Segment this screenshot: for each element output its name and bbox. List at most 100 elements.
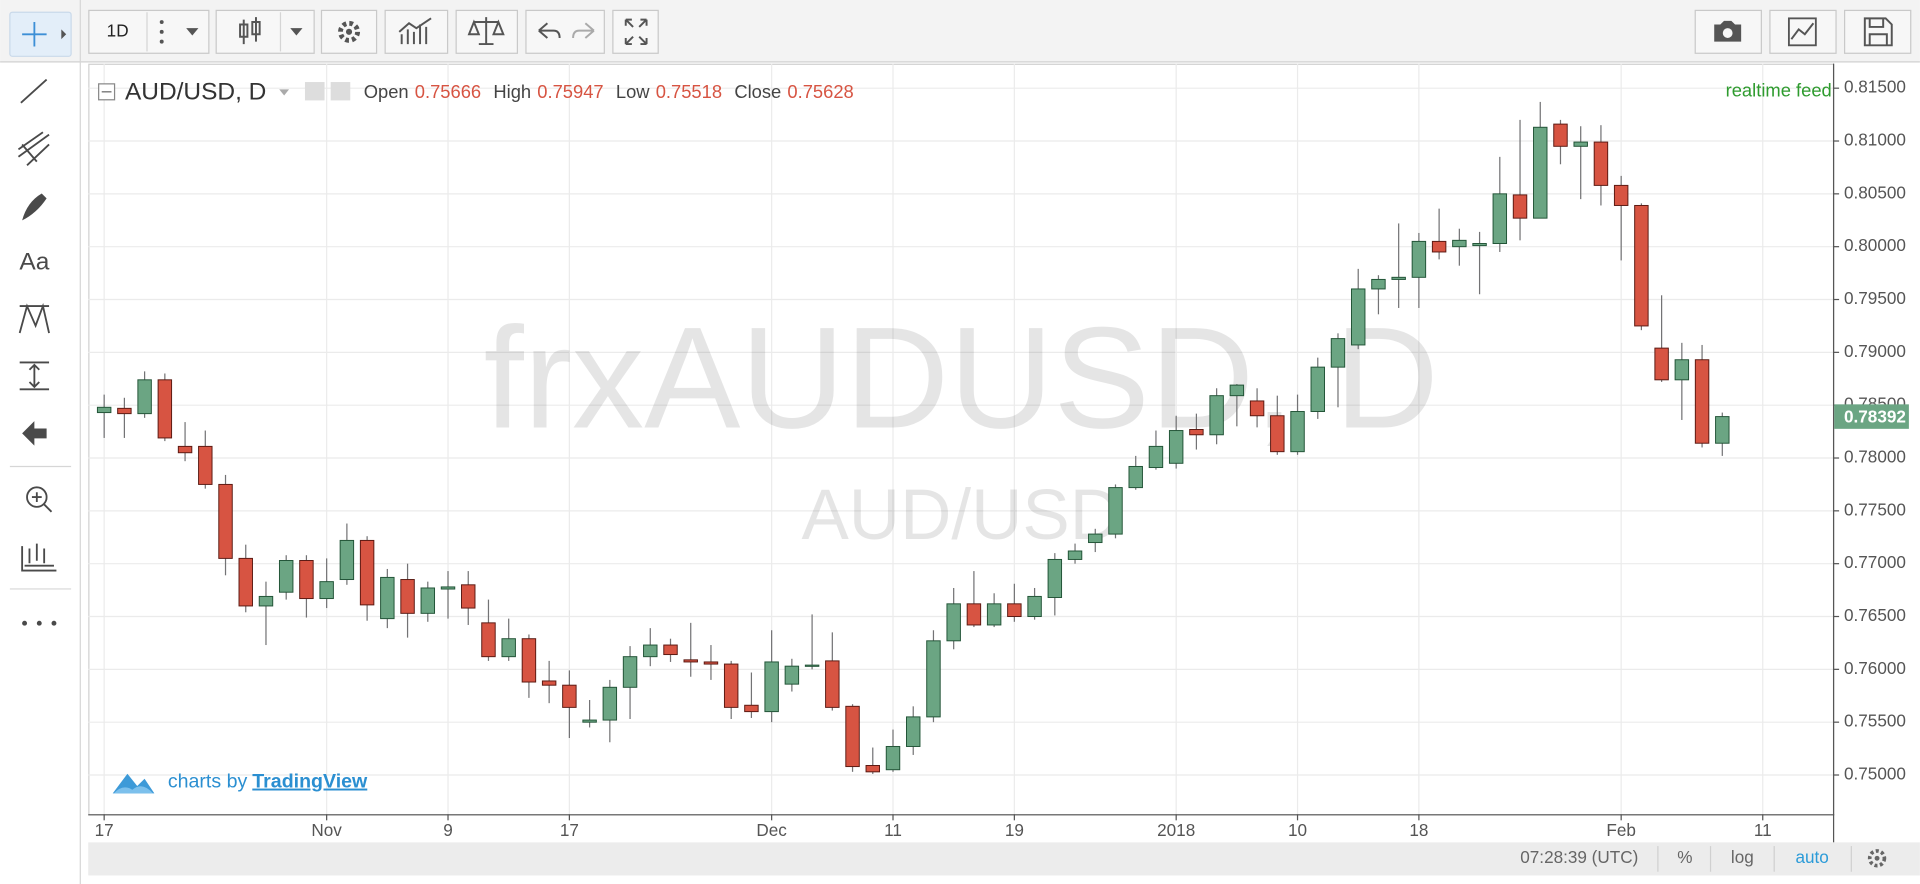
y-tick-label: 0.81000 (1844, 130, 1906, 150)
candle-body (562, 684, 577, 708)
y-tick-label: 0.77000 (1844, 552, 1906, 572)
dropdown-arrow (186, 28, 199, 36)
candle-body (1027, 595, 1042, 617)
symbol-dropdown[interactable] (279, 89, 290, 96)
x-tick-label: Nov (311, 820, 342, 840)
back-tool[interactable] (22, 421, 47, 446)
x-tick-label: 10 (1288, 820, 1307, 840)
branding[interactable]: charts by TradingView (112, 771, 368, 794)
dot (22, 620, 28, 626)
candle-body (663, 644, 678, 656)
symbol-title: AUD/USD, D (125, 79, 266, 106)
crosshair-icon (22, 22, 47, 47)
status-settings[interactable] (1867, 849, 1887, 868)
button-frame (320, 9, 378, 54)
status-bar (88, 842, 1920, 876)
text-tool[interactable]: Aa (19, 249, 49, 276)
candle-body (1371, 278, 1386, 290)
candle-body (1128, 465, 1143, 489)
candle-body (1310, 366, 1325, 413)
candle-body (1553, 123, 1568, 147)
candle-body (1249, 400, 1265, 417)
readout-value: 0.75947 (537, 81, 603, 102)
candle-body (582, 719, 597, 723)
redo-icon (572, 22, 595, 39)
candle-body (1452, 239, 1467, 248)
dot (36, 620, 42, 626)
y-tick-label: 0.76000 (1844, 658, 1906, 678)
zoom-tool[interactable] (26, 486, 53, 513)
snapshot-button[interactable] (1694, 9, 1762, 54)
x-tick-label: 11 (884, 820, 902, 840)
feed-status: realtime feed (1726, 80, 1832, 101)
brush-tool[interactable] (22, 193, 47, 221)
frame-icon (1787, 17, 1817, 47)
pattern-tool[interactable] (18, 302, 50, 334)
candle-body (1330, 338, 1346, 368)
undo-redo-button[interactable] (525, 9, 605, 54)
settings-icon[interactable] (330, 82, 351, 101)
dot (159, 39, 164, 44)
candle-body (1533, 126, 1548, 219)
chart-style-button[interactable] (1769, 9, 1837, 54)
dot (159, 29, 164, 34)
fib-tool[interactable] (17, 131, 50, 166)
crosshair-tool[interactable] (9, 11, 72, 57)
candle-body (1694, 359, 1710, 444)
candle-body (885, 745, 901, 771)
visibility-icon[interactable] (304, 82, 325, 101)
candles-icon (239, 17, 261, 45)
indicators-button[interactable] (384, 9, 449, 54)
trendline-tool[interactable] (20, 78, 48, 104)
ruler-tool[interactable] (21, 543, 57, 572)
candle-body (541, 680, 557, 686)
readout-label: Close (734, 81, 781, 102)
measure-tool[interactable] (19, 361, 50, 391)
candle-body (1573, 141, 1588, 147)
settings-button[interactable] (320, 9, 378, 54)
candle-body (1593, 141, 1609, 186)
readout-label: Low (616, 81, 650, 102)
y-tick-label: 0.81500 (1844, 77, 1906, 97)
candle-body (278, 560, 294, 593)
button-frame (612, 9, 659, 54)
candle-body (218, 483, 233, 559)
collapse-legend[interactable] (98, 83, 116, 101)
candle-body (521, 638, 537, 683)
compare-button[interactable] (455, 9, 519, 54)
candle-body (501, 638, 516, 658)
clock: 07:28:39 (UTC) (1520, 847, 1638, 867)
candle-body (1007, 603, 1022, 617)
x-tick-label: Dec (756, 820, 787, 840)
y-tick-label: 0.80000 (1844, 235, 1906, 255)
candle-body (1715, 416, 1730, 444)
candle-body (723, 663, 739, 708)
candle-body (198, 445, 213, 485)
auto-toggle[interactable]: auto (1795, 847, 1828, 867)
percent-toggle[interactable]: % (1677, 847, 1692, 867)
fullscreen-button[interactable] (612, 9, 659, 54)
candle-body (1189, 428, 1204, 436)
candle-body (1613, 184, 1629, 206)
candle-body (420, 587, 436, 614)
save-button[interactable] (1844, 9, 1912, 54)
candle-body (703, 661, 719, 665)
candle-body (744, 704, 759, 713)
watermark-pair: AUD/USD (801, 476, 1121, 555)
x-tick-label: 11 (1754, 820, 1772, 840)
chart-type-button[interactable] (215, 9, 315, 54)
interval-button[interactable]: 1D (88, 9, 210, 54)
candle-body (1290, 411, 1305, 453)
more-tools[interactable] (22, 620, 57, 626)
candle-body (804, 664, 820, 667)
log-toggle[interactable]: log (1731, 847, 1754, 867)
candle-body (622, 656, 638, 688)
branding-name: TradingView (252, 771, 368, 793)
gear-hub (345, 28, 353, 35)
interval-label: 1D (107, 20, 129, 40)
candle-body (238, 557, 253, 607)
readout-value: 0.75518 (656, 81, 722, 102)
dropdown-arrow (290, 28, 303, 36)
candle-body (177, 445, 193, 454)
